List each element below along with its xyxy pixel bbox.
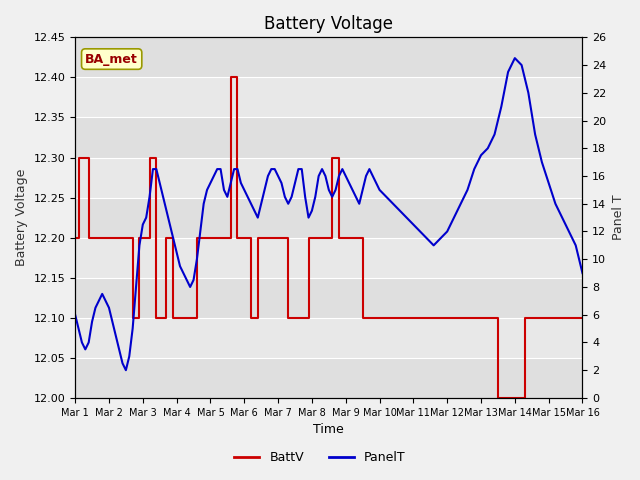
Y-axis label: Battery Voltage: Battery Voltage (15, 169, 28, 266)
Bar (75, 358, 582, 398)
Bar (75, 278, 582, 318)
Bar (75, 118, 582, 157)
Legend: BattV, PanelT: BattV, PanelT (229, 446, 411, 469)
Bar (75, 198, 582, 238)
Bar (75, 37, 582, 77)
Text: BA_met: BA_met (85, 53, 138, 66)
X-axis label: Time: Time (314, 423, 344, 436)
Title: Battery Voltage: Battery Voltage (264, 15, 394, 33)
Y-axis label: Panel T: Panel T (612, 195, 625, 240)
